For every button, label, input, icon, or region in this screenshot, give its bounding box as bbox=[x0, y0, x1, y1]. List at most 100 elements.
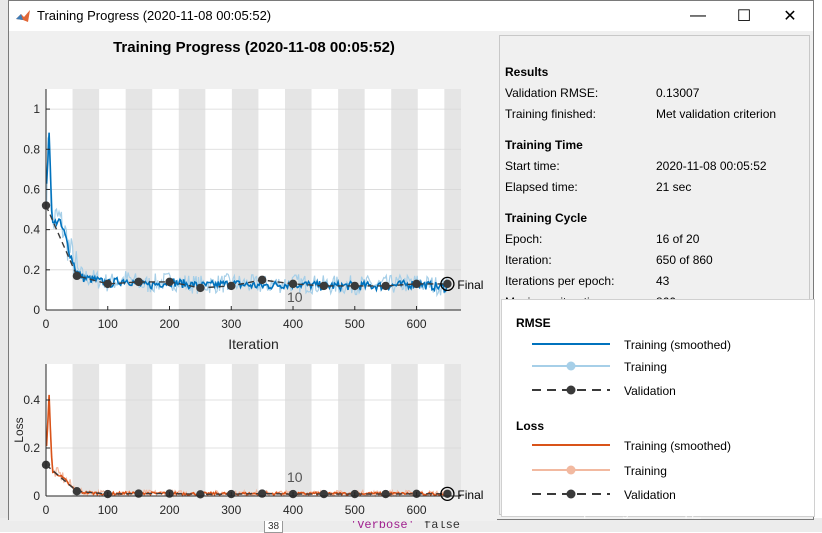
loss-x-tick-label: 600 bbox=[407, 503, 427, 517]
background-line-number: 38 bbox=[264, 520, 284, 533]
loss-validation-line bbox=[45, 464, 448, 496]
training-time-heading: Training Time bbox=[505, 138, 583, 152]
validation-rmse-label: Validation RMSE: bbox=[505, 86, 599, 100]
loss-y-tick-label: 0 bbox=[33, 489, 40, 503]
rmse-y-tick-label: 0.8 bbox=[23, 142, 40, 156]
legend-rmse-smoothed-label: Training (smoothed) bbox=[624, 338, 731, 352]
rmse-validation-point bbox=[227, 281, 236, 291]
start-time-value: 2020-11-08 00:05:52 bbox=[656, 159, 767, 173]
loss-final-marker bbox=[440, 486, 455, 501]
minimize-button[interactable]: — bbox=[690, 7, 706, 24]
loss-x-tick-label: 500 bbox=[345, 503, 365, 517]
rmse-training-smoothed-line bbox=[45, 132, 448, 294]
legend-rmse-training-marker bbox=[566, 361, 576, 371]
loss-y-axis-label: Loss bbox=[12, 417, 26, 442]
loss-epoch-band bbox=[284, 364, 312, 496]
rmse-epoch-band bbox=[125, 89, 153, 310]
rmse-x-tick-label: 200 bbox=[159, 317, 179, 331]
epoch-label: Epoch: bbox=[505, 232, 543, 246]
loss-x-tick-label: 200 bbox=[159, 503, 179, 517]
rmse-final-label: Final bbox=[457, 278, 483, 292]
rmse-epoch-band bbox=[284, 89, 312, 310]
loss-epoch-band bbox=[178, 364, 206, 496]
rmse-validation-point bbox=[350, 281, 359, 291]
rmse-x-tick-label: 500 bbox=[345, 317, 365, 331]
window-title: Training Progress (2020-11-08 00:05:52) bbox=[37, 8, 272, 23]
plot-area: Training Progress (2020-11-08 00:05:52) … bbox=[9, 31, 497, 521]
loss-epoch-band bbox=[444, 364, 461, 496]
iterations-per-epoch-value: 43 bbox=[656, 274, 670, 288]
legend-rmse-swatches bbox=[532, 343, 610, 395]
rmse-y-tick-label: 0.6 bbox=[23, 182, 40, 196]
training-finished-value: Met validation criterion bbox=[656, 107, 777, 121]
rmse-validation-point bbox=[412, 279, 421, 289]
rmse-x-tick-label: 400 bbox=[283, 317, 303, 331]
loss-validation-point bbox=[443, 489, 452, 499]
loss-validation-point bbox=[134, 489, 143, 498]
rmse-x-tick-label: 100 bbox=[98, 317, 118, 331]
loss-annotation-label: 10 bbox=[287, 469, 303, 485]
close-button[interactable]: ✕ bbox=[783, 8, 797, 25]
legend-panel: RMSE Training (smoothed) Training Valida… bbox=[501, 299, 815, 517]
loss-y-tick-label: 0.4 bbox=[23, 393, 40, 407]
rmse-x-axis-label: Iteration bbox=[228, 336, 279, 352]
rmse-validation-point bbox=[196, 283, 205, 293]
loss-validation-point bbox=[196, 490, 205, 499]
legend-loss-smoothed-label: Training (smoothed) bbox=[624, 439, 731, 453]
background-code-snippet: 'Verbose' bbox=[350, 518, 415, 532]
rmse-validation-point bbox=[319, 281, 329, 291]
loss-final-label: Final bbox=[457, 488, 483, 502]
rmse-final-marker bbox=[440, 276, 455, 292]
rmse-y-tick-label: 1 bbox=[33, 102, 40, 116]
elapsed-time-label: Elapsed time: bbox=[505, 180, 578, 194]
rmse-epoch-band bbox=[231, 89, 259, 310]
rmse-x-tick-label: 300 bbox=[221, 317, 241, 331]
rmse-validation-point bbox=[134, 277, 143, 287]
epoch-value: 16 of 20 bbox=[656, 232, 700, 246]
rmse-validation-point bbox=[288, 279, 298, 289]
training-progress-window: Training Progress (2020-11-08 00:05:52) … bbox=[8, 0, 815, 521]
rmse-validation-line bbox=[45, 205, 448, 289]
elapsed-time-value: 21 sec bbox=[656, 180, 692, 194]
rmse-epoch-band bbox=[338, 89, 365, 310]
validation-rmse-value: 0.13007 bbox=[656, 86, 700, 100]
loss-validation-point bbox=[257, 489, 267, 498]
background-editor-left bbox=[0, 0, 8, 532]
rmse-epoch-band bbox=[178, 89, 206, 310]
loss-training-smoothed-line bbox=[45, 394, 448, 497]
loss-y-tick-label: 0.2 bbox=[23, 441, 40, 455]
results-heading: Results bbox=[505, 65, 549, 79]
iteration-label: Iteration: bbox=[505, 253, 552, 267]
loss-x-tick-label: 100 bbox=[98, 503, 118, 517]
legend-loss-training-label: Training bbox=[624, 464, 667, 478]
rmse-epoch-band bbox=[444, 89, 461, 310]
rmse-annotation-label: 10 bbox=[287, 289, 303, 305]
loss-epoch-band bbox=[125, 364, 153, 496]
training-finished-label: Training finished: bbox=[505, 107, 596, 121]
rmse-x-tick-label: 0 bbox=[43, 317, 50, 331]
legend-rmse-validation-label: Validation bbox=[624, 384, 676, 398]
rmse-validation-point bbox=[381, 281, 390, 291]
iteration-value: 650 of 860 bbox=[656, 253, 713, 267]
rmse-validation-point bbox=[103, 279, 112, 289]
legend-loss-heading: Loss bbox=[516, 419, 545, 433]
legend-loss-validation-marker bbox=[566, 489, 576, 499]
rmse-y-tick-label: 0 bbox=[33, 303, 40, 317]
legend-loss-training-marker bbox=[566, 465, 576, 475]
loss-x-tick-label: 400 bbox=[283, 503, 303, 517]
maximize-button[interactable]: ☐ bbox=[736, 8, 752, 25]
plot-title: Training Progress (2020-11-08 00:05:52) bbox=[113, 39, 395, 56]
training-cycle-heading: Training Cycle bbox=[505, 211, 588, 225]
title-bar[interactable]: Training Progress (2020-11-08 00:05:52) … bbox=[9, 1, 813, 31]
background-code-value: false bbox=[424, 518, 461, 532]
rmse-validation-point bbox=[443, 279, 452, 289]
loss-x-tick-label: 300 bbox=[221, 503, 241, 517]
start-time-label: Start time: bbox=[505, 159, 560, 173]
legend-rmse-validation-marker bbox=[566, 385, 576, 395]
loss-epoch-band bbox=[391, 364, 418, 496]
legend-rmse-heading: RMSE bbox=[516, 316, 551, 330]
loss-validation-point bbox=[319, 489, 329, 499]
legend-loss-swatches bbox=[532, 444, 610, 499]
iterations-per-epoch-label: Iterations per epoch: bbox=[505, 274, 615, 288]
